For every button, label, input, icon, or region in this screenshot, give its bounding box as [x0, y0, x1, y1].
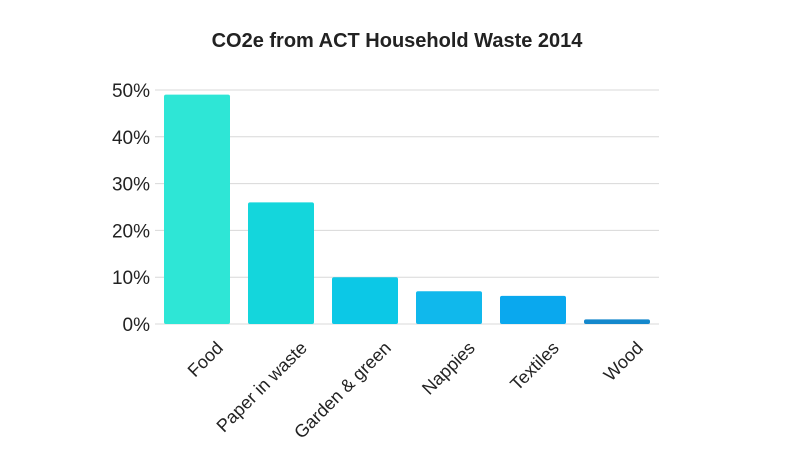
bar-nappies [416, 291, 482, 324]
y-tick-label: 40% [112, 128, 150, 149]
y-tick-label: 10% [112, 268, 150, 289]
bars [164, 94, 650, 325]
gridlines [155, 89, 659, 325]
bar-paper-in-waste [248, 202, 314, 324]
y-tick-label: 0% [123, 315, 151, 336]
bar-food [164, 94, 230, 325]
y-axis-ticks: 0% 10% 20% 30% 40% 50% [112, 81, 150, 336]
y-tick-label: 30% [112, 175, 150, 196]
x-category-label: Textiles [506, 338, 563, 395]
chart-title: CO2e from ACT Household Waste 2014 [211, 30, 583, 52]
bar-garden-green [332, 277, 398, 324]
x-category-label: Nappies [418, 338, 479, 399]
y-tick-label: 50% [112, 81, 150, 102]
x-category-label: Food [184, 338, 227, 381]
x-category-label: Wood [600, 338, 647, 385]
bar-textiles [500, 295, 566, 324]
y-tick-label: 20% [112, 221, 150, 242]
bar-wood [584, 319, 650, 324]
